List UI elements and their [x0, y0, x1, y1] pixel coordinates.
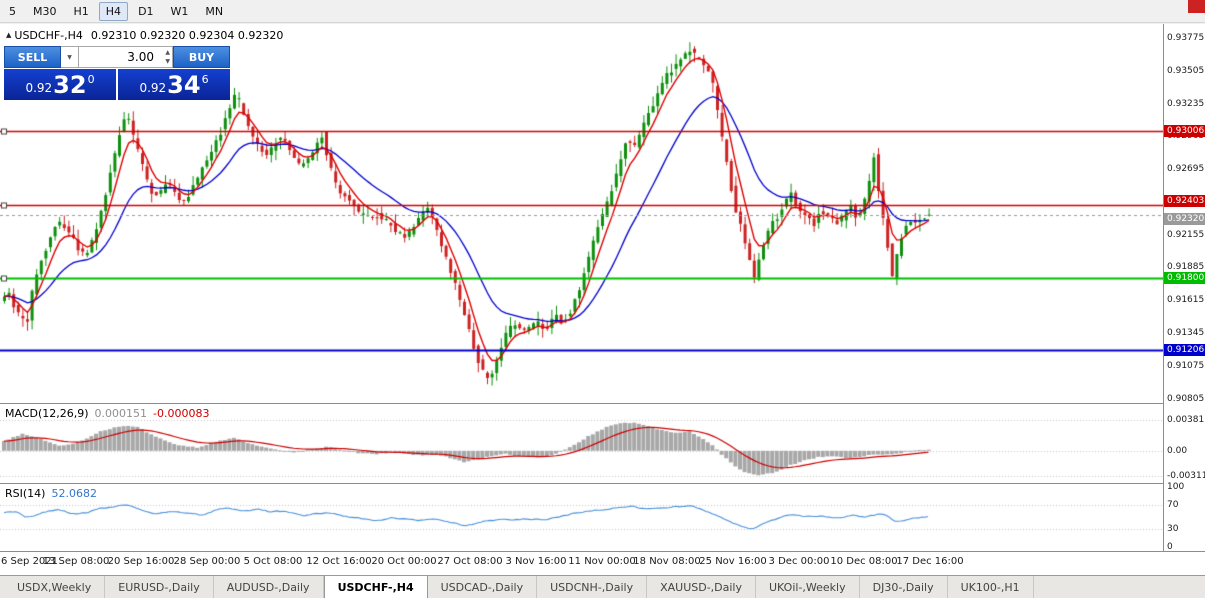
rsi-value: 52.0682	[51, 487, 97, 500]
macd-signal-value: -0.000083	[153, 407, 210, 420]
macd-panel-canvas[interactable]	[0, 404, 1163, 483]
sell-price-big: 32	[53, 70, 87, 99]
volume-input[interactable]: 3.00 ▲ ▼	[79, 46, 173, 68]
price-axis-separator	[1163, 24, 1164, 551]
price-level-badge: 0.93006	[1164, 125, 1205, 138]
sell-price-prefix: 0.92	[25, 81, 53, 95]
time-axis-label: 27 Oct 08:00	[437, 556, 503, 567]
chart-tab-usdcnh-daily[interactable]: USDCNH-,Daily	[537, 576, 648, 598]
price-tick-label: 0.90805	[1167, 393, 1205, 404]
buy-price-sup: 6	[201, 72, 209, 86]
timeframe-button-5[interactable]: 5	[9, 4, 16, 18]
timeframe-button-d1[interactable]: D1	[138, 4, 154, 18]
price-level-badge: 0.92403	[1164, 194, 1205, 207]
price-tick-label: 0.91615	[1167, 295, 1205, 306]
macd-main-value: 0.000151	[94, 407, 148, 420]
sell-price-display[interactable]: 0.92 32 0	[4, 69, 116, 100]
price-axis: 0.937750.935050.932350.929650.926950.924…	[1164, 24, 1205, 551]
timeframe-button-h4[interactable]: H4	[98, 1, 129, 21]
rsi-axis-label: 100	[1167, 482, 1185, 492]
price-tick-label: 0.93505	[1167, 65, 1205, 76]
chart-tab-usdchf-h4[interactable]: USDCHF-,H4	[323, 575, 428, 598]
price-tick-label: 0.91075	[1167, 360, 1205, 371]
time-axis-label: 20 Oct 00:00	[371, 556, 437, 567]
price-tick-label: 0.91885	[1167, 262, 1205, 273]
buy-price-prefix: 0.92	[139, 81, 167, 95]
sell-price-sup: 0	[87, 72, 95, 86]
corner-red-box	[1188, 0, 1205, 13]
chart-tab-dj30-daily[interactable]: DJ30-,Daily	[860, 576, 948, 598]
time-axis: 6 Sep 2021 13 Sep 08:00 20 Sep 16:00 28 Sep…	[0, 552, 1205, 575]
time-axis-label: 25 Nov 16:00	[699, 556, 767, 567]
macd-axis-label: 0.00	[1167, 445, 1188, 456]
chart-tab-xauusd-daily[interactable]: XAUUSD-,Daily	[647, 576, 756, 598]
macd-header: MACD(12,26,9) 0.000151 -0.000083	[5, 407, 210, 420]
chevron-down-icon: ▼	[67, 53, 72, 61]
buy-price-big: 34	[167, 70, 201, 99]
price-tick-label: 0.92155	[1167, 229, 1205, 240]
time-axis-label: 28 Sep 00:00	[173, 556, 241, 567]
buy-price-display[interactable]: 0.92 34 6	[118, 69, 230, 100]
rsi-label: RSI(14)	[5, 487, 46, 500]
symbol-marker-icon: ▲	[6, 31, 12, 39]
price-level-badge: 0.91206	[1164, 343, 1205, 356]
macd-axis-label: 0.00381	[1167, 414, 1205, 425]
time-axis-label: 20 Sep 16:00	[107, 556, 175, 567]
timeframe-button-h1[interactable]: H1	[73, 4, 89, 18]
chart-ohlc: 0.92310 0.92320 0.92304 0.92320	[90, 29, 284, 42]
rsi-axis-label: 30	[1167, 524, 1179, 534]
time-axis-label: 3 Dec 00:00	[768, 556, 830, 567]
time-axis-label: 12 Oct 16:00	[306, 556, 372, 567]
time-axis-label: 11 Nov 00:00	[568, 556, 636, 567]
rsi-header: RSI(14) 52.0682	[5, 487, 97, 500]
spinner-down-icon[interactable]: ▼	[165, 58, 170, 65]
time-axis-label: 10 Dec 08:00	[830, 556, 898, 567]
price-tick-label: 0.92695	[1167, 164, 1205, 175]
macd-label: MACD(12,26,9)	[5, 407, 89, 420]
rsi-axis-label: 70	[1167, 500, 1179, 510]
volume-spinner[interactable]: ▲ ▼	[165, 48, 170, 66]
time-axis-label: 3 Nov 16:00	[505, 556, 567, 567]
price-tick-label: 0.93235	[1167, 98, 1205, 109]
timeframe-button-mn[interactable]: MN	[205, 4, 224, 18]
chart-tab-usdcad-daily[interactable]: USDCAD-,Daily	[428, 576, 538, 598]
chart-tab-usdx-weekly[interactable]: USDX,Weekly	[4, 576, 106, 598]
volume-value: 3.00	[127, 50, 154, 64]
price-tick-label: 0.91345	[1167, 328, 1205, 339]
rsi-panel-canvas[interactable]	[0, 484, 1163, 551]
price-level-badge: 0.92320	[1164, 212, 1205, 225]
one-click-trade-panel: SELL ▼ 3.00 ▲ ▼ BUY 0.92 32 0 0.92 34 6	[4, 46, 230, 100]
chart-title: USDCHF-,H4	[14, 29, 83, 42]
timeframe-button-w1[interactable]: W1	[170, 4, 189, 18]
timeframe-toolbar: 5 M30 H1 H4 D1 W1 MN	[0, 0, 1205, 23]
volume-dropdown-button[interactable]: ▼	[61, 46, 79, 68]
chart-header: ▲ USDCHF-,H4 0.92310 0.92320 0.92304 0.923…	[6, 29, 283, 42]
panel-separator[interactable]	[0, 551, 1205, 552]
time-axis-label: 5 Oct 08:00	[243, 556, 303, 567]
chart-tab-ukoil-weekly[interactable]: UKOil-,Weekly	[756, 576, 860, 598]
chart-tab-audusd-daily[interactable]: AUDUSD-,Daily	[214, 576, 324, 598]
rsi-axis-label: 0	[1167, 542, 1173, 551]
chart-tab-eurusd-daily[interactable]: EURUSD-,Daily	[105, 576, 214, 598]
price-level-badge: 0.91800	[1164, 271, 1205, 284]
macd-axis-label: -0.00311	[1167, 470, 1205, 481]
panel-separator[interactable]	[0, 403, 1205, 404]
time-axis-label: 17 Dec 16:00	[896, 556, 964, 567]
price-tick-label: 0.93775	[1167, 33, 1205, 43]
chart-tab-uk100-h1[interactable]: UK100-,H1	[948, 576, 1034, 598]
spinner-up-icon[interactable]: ▲	[165, 49, 170, 56]
timeframe-button-m30[interactable]: M30	[33, 4, 57, 18]
buy-button[interactable]: BUY	[173, 46, 230, 68]
time-axis-label: 18 Nov 08:00	[633, 556, 701, 567]
time-axis-label: 13 Sep 08:00	[42, 556, 110, 567]
panel-separator[interactable]	[0, 483, 1205, 484]
sell-button[interactable]: SELL	[4, 46, 61, 68]
chart-tab-bar: USDX,Weekly EURUSD-,Daily AUDUSD-,Daily USD…	[0, 575, 1205, 598]
time-axis-label: 6 Sep 2021	[1, 556, 59, 567]
